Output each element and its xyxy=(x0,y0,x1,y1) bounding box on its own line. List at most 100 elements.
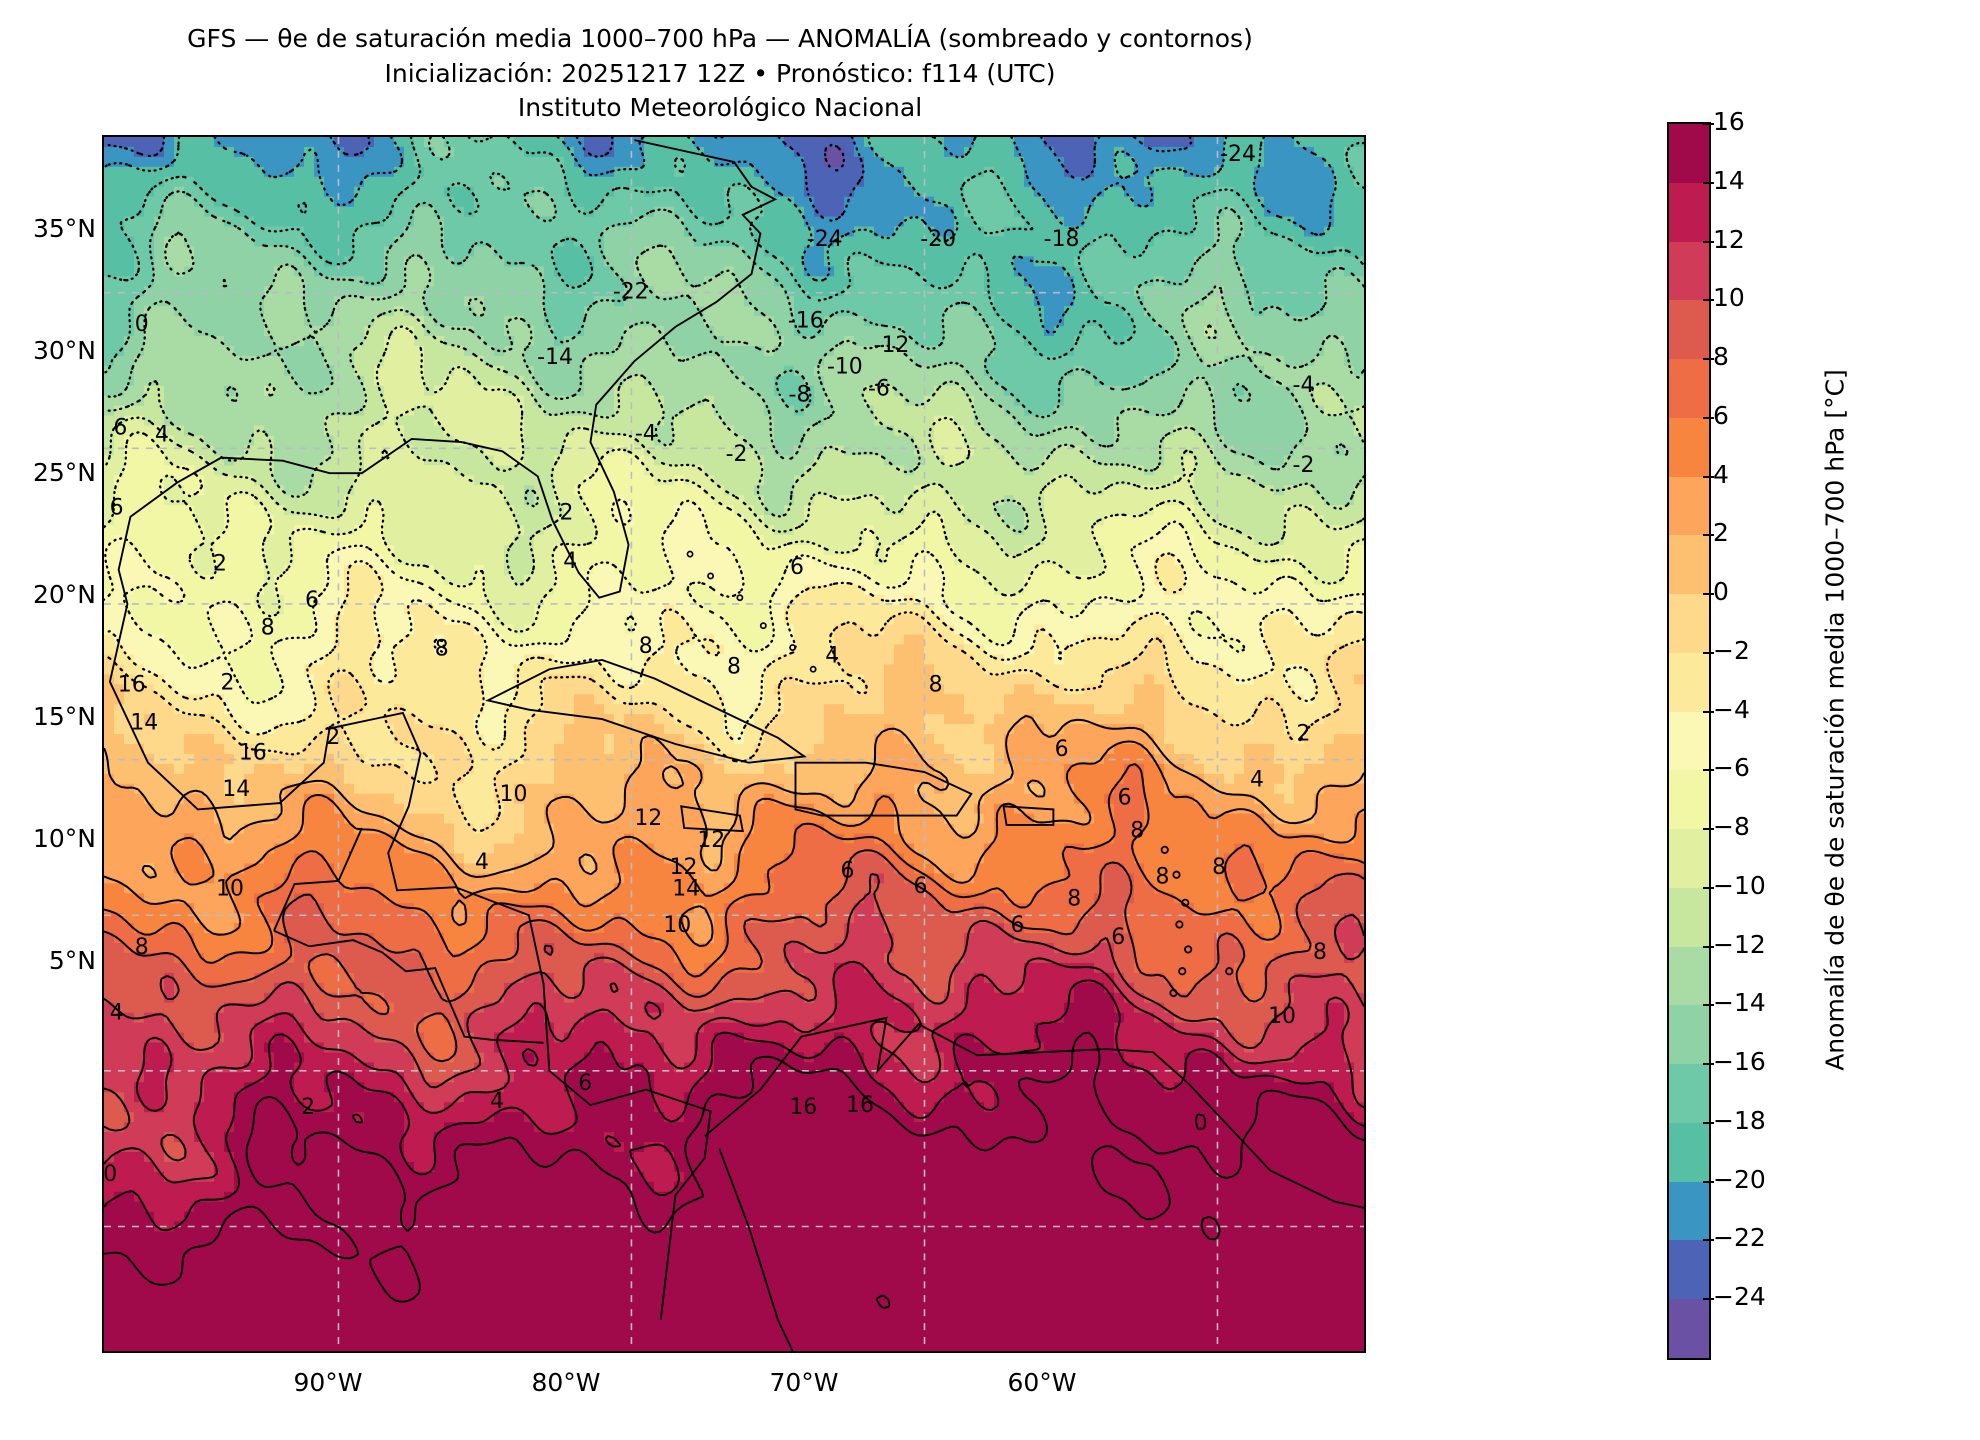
shading-cell xyxy=(814,157,825,168)
shading-cell xyxy=(704,356,715,367)
shading-cell xyxy=(444,406,455,417)
shading-cell xyxy=(734,485,745,496)
shading-cell xyxy=(184,137,195,148)
map-plot-area[interactable]: -24 -24 -20 -18 -22 -16 -12 -14 -10 -8 -6 -4 -4 -2 -2 0… xyxy=(102,135,1366,1353)
shading-cell xyxy=(1014,346,1025,357)
shading-cell xyxy=(644,485,655,496)
shading-cell xyxy=(1164,207,1175,218)
shading-cell xyxy=(1194,356,1205,367)
shading-cell xyxy=(1024,416,1035,427)
shading-cell xyxy=(594,485,605,496)
shading-cell xyxy=(524,227,535,238)
shading-cell xyxy=(904,207,915,218)
shading-cell xyxy=(1164,346,1175,357)
shading-cell xyxy=(274,326,285,337)
shading-cell xyxy=(214,346,225,357)
shading-cell xyxy=(764,326,775,337)
shading-cell xyxy=(1314,366,1325,377)
shading-cell xyxy=(934,187,945,198)
shading-cell xyxy=(394,386,405,397)
shading-cell xyxy=(254,525,265,536)
shading-cell xyxy=(934,366,945,377)
shading-cell xyxy=(394,157,405,168)
shading-cell xyxy=(554,256,565,267)
shading-cell xyxy=(134,475,145,486)
shading-cell xyxy=(1174,187,1185,198)
shading-cell xyxy=(1284,296,1295,307)
shading-cell xyxy=(594,266,605,277)
shading-cell xyxy=(1144,296,1155,307)
shading-cell xyxy=(1324,436,1335,447)
shading-cell xyxy=(564,465,575,476)
shading-cell xyxy=(924,286,935,297)
shading-cell xyxy=(784,336,795,347)
shading-cell xyxy=(404,485,415,496)
shading-cell xyxy=(154,525,165,536)
shading-cell xyxy=(694,137,705,148)
shading-cell xyxy=(304,386,315,397)
shading-cell xyxy=(724,426,735,437)
shading-cell xyxy=(1224,455,1235,466)
shading-cell xyxy=(174,296,185,307)
shading-cell xyxy=(984,515,995,526)
shading-cell xyxy=(804,475,815,486)
shading-cell xyxy=(1204,157,1215,168)
shading-cell xyxy=(1334,227,1345,238)
shading-cell xyxy=(144,445,155,456)
shading-cell xyxy=(584,227,595,238)
shading-cell xyxy=(754,157,765,168)
shading-cell xyxy=(1094,306,1105,317)
shading-cell xyxy=(384,515,395,526)
shading-cell xyxy=(1044,276,1055,287)
shading-cell xyxy=(184,246,195,257)
shading-cell xyxy=(1114,227,1125,238)
shading-cell xyxy=(924,336,935,347)
shading-cell xyxy=(574,406,585,417)
shading-cell xyxy=(1354,217,1364,228)
shading-cell xyxy=(384,187,395,198)
shading-cell xyxy=(1284,256,1295,267)
shading-cell xyxy=(414,266,425,277)
shading-cell xyxy=(124,256,135,267)
shading-cell xyxy=(654,376,665,387)
shading-cell xyxy=(164,376,175,387)
shading-cell xyxy=(1284,197,1295,208)
shading-cell xyxy=(374,316,385,327)
shading-cell xyxy=(1084,306,1095,317)
shading-cell xyxy=(874,525,885,536)
shading-cell xyxy=(624,475,635,486)
shading-cell xyxy=(744,197,755,208)
shading-cell xyxy=(1024,217,1035,228)
shading-cell xyxy=(1084,515,1095,526)
shading-cell xyxy=(164,147,175,158)
shading-cell xyxy=(1334,386,1345,397)
shading-cell xyxy=(1314,187,1325,198)
shading-cell xyxy=(834,475,845,486)
shading-cell xyxy=(454,386,465,397)
shading-cell xyxy=(894,436,905,447)
shading-cell xyxy=(574,505,585,516)
shading-cell xyxy=(1194,276,1205,287)
shading-cell xyxy=(434,187,445,198)
shading-cell xyxy=(404,406,415,417)
shading-cell xyxy=(864,217,875,228)
shading-cell xyxy=(744,147,755,158)
shading-cell xyxy=(764,306,775,317)
shading-cell xyxy=(1014,436,1025,447)
shading-cell xyxy=(984,147,995,158)
shading-cell xyxy=(974,505,985,516)
shading-cell xyxy=(884,495,895,506)
shading-cell xyxy=(854,187,865,198)
shading-cell xyxy=(524,286,535,297)
shading-cell xyxy=(114,296,125,307)
shading-cell xyxy=(894,276,905,287)
shading-cell xyxy=(1024,485,1035,496)
shading-cell xyxy=(1184,495,1195,506)
shading-cell xyxy=(874,246,885,257)
shading-cell xyxy=(844,147,855,158)
shading-cell xyxy=(1264,147,1275,158)
shading-cell xyxy=(964,426,975,437)
shading-cell xyxy=(484,246,495,257)
shading-cell xyxy=(174,356,185,367)
shading-cell xyxy=(164,137,175,148)
